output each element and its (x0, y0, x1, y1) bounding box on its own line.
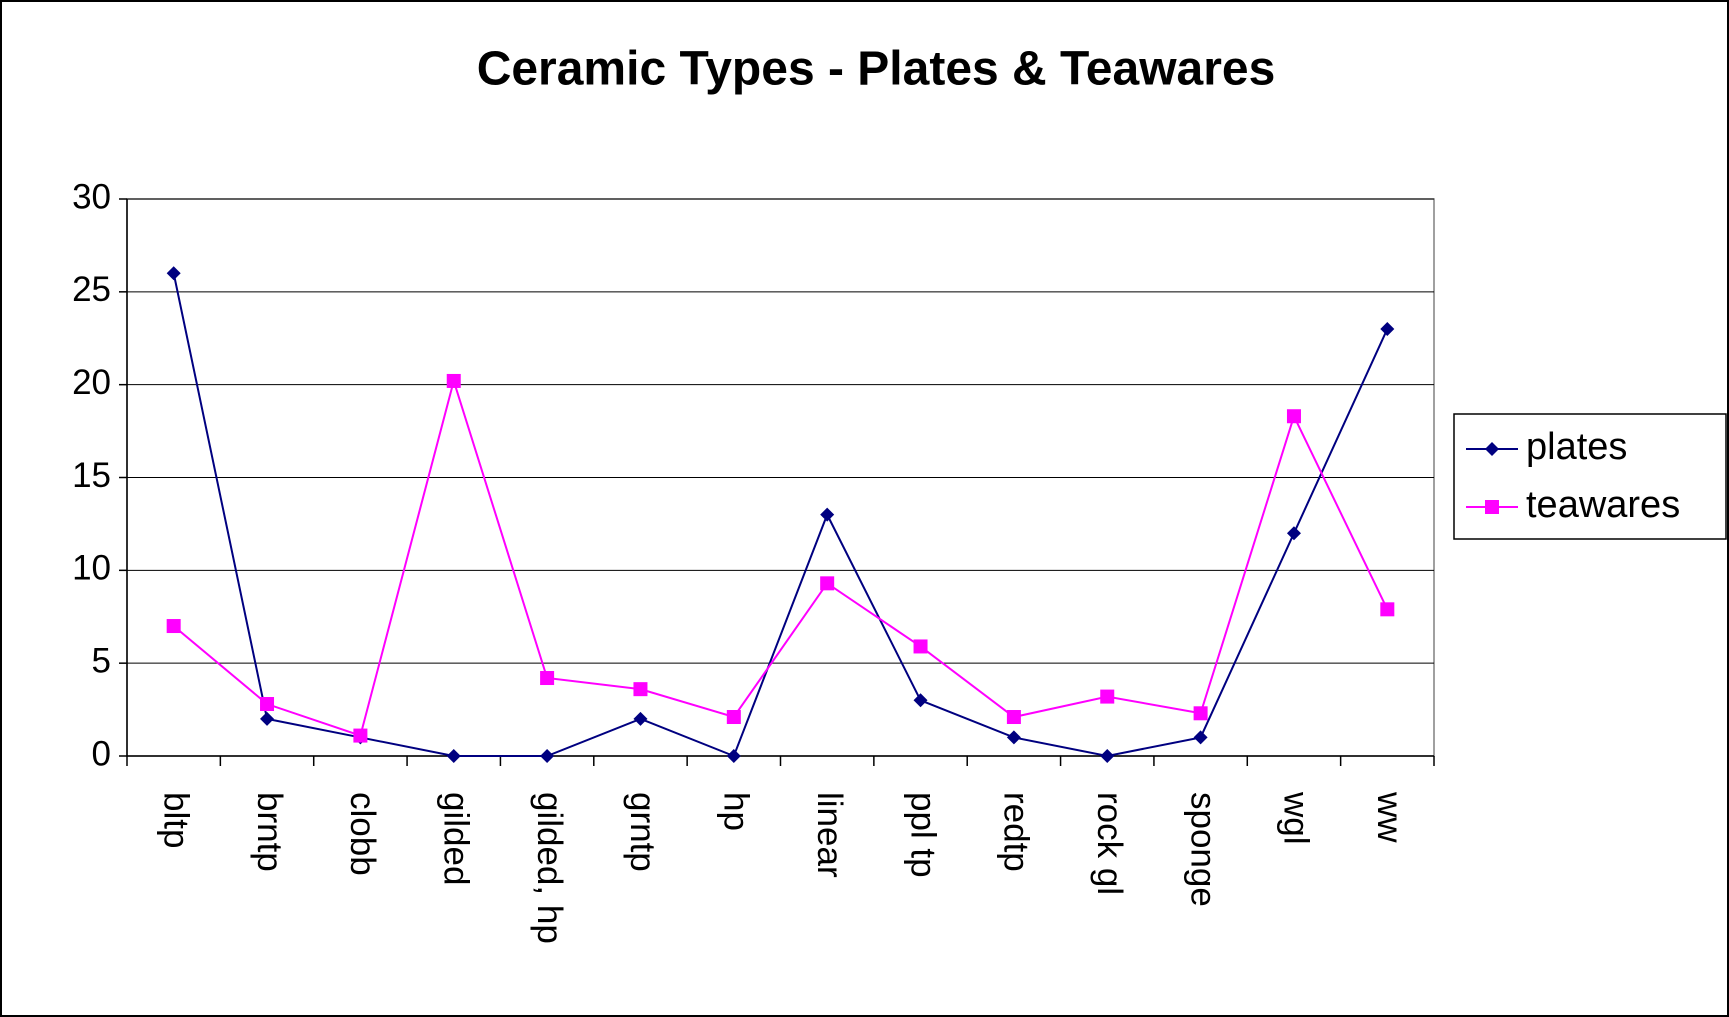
marker (913, 639, 928, 654)
x-tick-label: gilded (437, 792, 476, 885)
x-tick-label: clobb (343, 792, 382, 876)
marker (260, 711, 275, 726)
x-tick-label: grntp (623, 792, 662, 872)
marker (446, 749, 461, 763)
marker (726, 749, 741, 763)
x-tick-label: bltp (156, 792, 195, 848)
marker (353, 728, 368, 743)
marker (1100, 689, 1115, 704)
marker (1286, 526, 1301, 541)
legend-label: teawares (1526, 484, 1680, 526)
marker (1380, 321, 1395, 336)
y-tick-label: 0 (92, 734, 111, 773)
marker (1006, 730, 1021, 745)
x-tick-label: linear (810, 792, 849, 878)
x-tick-label: sponge (1183, 792, 1222, 907)
series-line (173, 377, 1389, 737)
chart-title: Ceramic Types - Plates & Teawares (477, 43, 1276, 96)
series-line (172, 273, 1389, 758)
x-tick-label: wgl (1277, 791, 1316, 845)
y-tick-label: 25 (72, 270, 111, 309)
y-tick-label: 20 (72, 363, 111, 402)
marker (1286, 409, 1301, 424)
x-tick-label: hp (717, 792, 756, 831)
marker (540, 671, 555, 686)
legend-box (1453, 413, 1727, 540)
marker (820, 507, 835, 522)
x-tick-label: brntp (250, 792, 289, 872)
y-tick-label: 10 (72, 549, 111, 588)
y-tick-label: 5 (92, 641, 111, 680)
marker (1380, 602, 1395, 617)
marker (1485, 442, 1499, 456)
marker (166, 619, 181, 634)
marker (1485, 500, 1499, 514)
marker (633, 711, 648, 726)
marker (633, 682, 648, 697)
marker (913, 693, 928, 708)
x-tick-label: rock gl (1090, 792, 1129, 895)
marker (540, 749, 555, 763)
y-tick-label: 30 (72, 177, 111, 216)
marker (166, 266, 181, 281)
x-tick-label: redtp (997, 792, 1036, 872)
marker (1193, 706, 1208, 721)
marker (446, 373, 461, 388)
marker (1006, 710, 1021, 725)
legend-label: plates (1526, 426, 1627, 468)
marker (1193, 730, 1208, 745)
marker (820, 576, 835, 591)
marker (1100, 749, 1115, 763)
x-tick-label: ww (1370, 791, 1409, 843)
marker (260, 697, 275, 712)
x-tick-label: ppl tp (903, 792, 942, 878)
x-tick-label: gilded, hp (530, 792, 569, 944)
y-tick-label: 15 (72, 456, 111, 495)
marker (726, 710, 741, 725)
